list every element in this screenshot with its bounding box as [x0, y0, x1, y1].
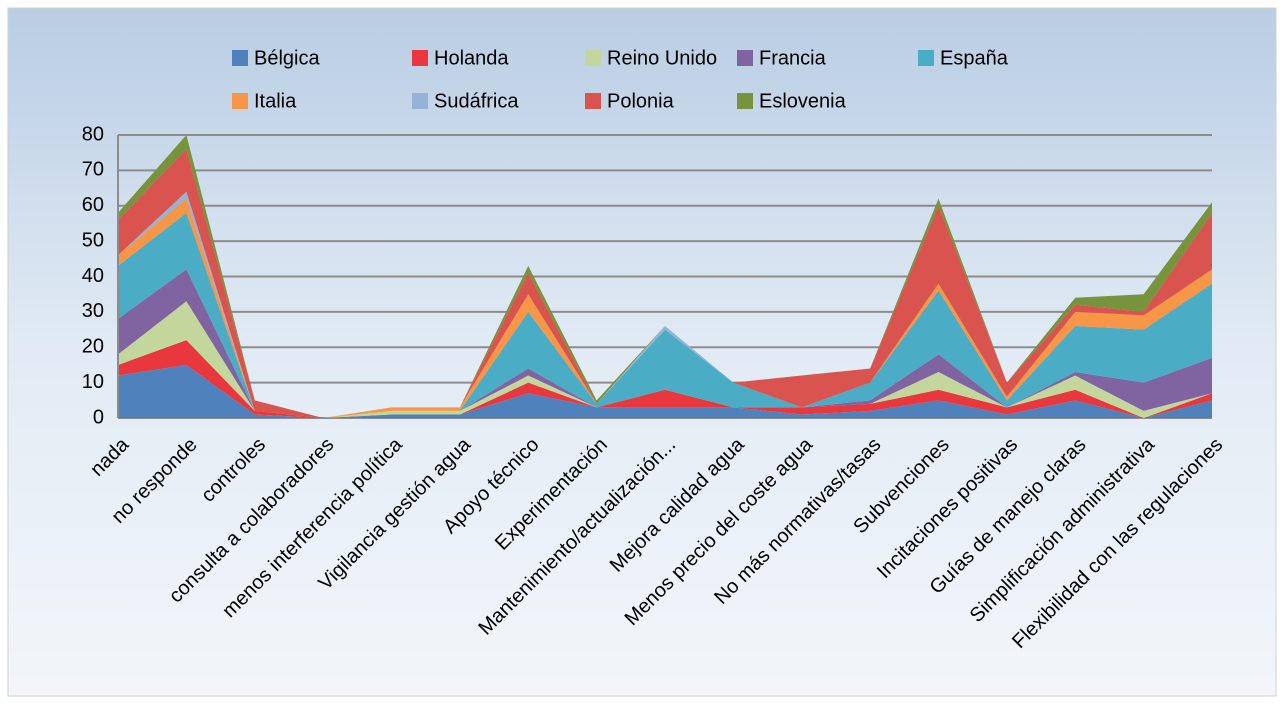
- area: [118, 135, 1212, 418]
- legend-swatch: [737, 93, 753, 109]
- area: [118, 212, 1212, 418]
- legend-label: Polonia: [607, 90, 675, 112]
- legend-swatch: [585, 50, 601, 66]
- y-tick-label: 70: [82, 159, 104, 181]
- area: [118, 301, 1212, 418]
- legend-label: Reino Unido: [607, 47, 717, 69]
- legend-label: Bélgica: [254, 47, 320, 69]
- y-tick-label: 20: [82, 336, 104, 358]
- legend-swatch: [585, 93, 601, 109]
- y-tick-label: 10: [82, 371, 104, 393]
- legend-label: Eslovenia: [759, 90, 847, 112]
- legend-label: Holanda: [434, 47, 509, 69]
- legend-swatch: [412, 50, 428, 66]
- legend-swatch: [232, 93, 248, 109]
- legend-label: Italia: [254, 90, 297, 112]
- legend-label: España: [940, 47, 1009, 69]
- legend-swatch: [232, 50, 248, 66]
- y-tick-label: 60: [82, 194, 104, 216]
- area: [118, 149, 1212, 418]
- y-tick-label: 50: [82, 229, 104, 251]
- legend-swatch: [737, 50, 753, 66]
- y-tick-label: 30: [82, 300, 104, 322]
- y-tick-label: 40: [82, 265, 104, 287]
- legend-label: Francia: [759, 47, 827, 69]
- legend-swatch: [412, 93, 428, 109]
- area: [118, 364, 1212, 418]
- area: [118, 340, 1212, 418]
- y-tick-label: 0: [93, 406, 104, 428]
- legend-label: Sudáfrica: [434, 90, 519, 112]
- y-tick-label: 80: [82, 123, 104, 145]
- legend-swatch: [918, 50, 934, 66]
